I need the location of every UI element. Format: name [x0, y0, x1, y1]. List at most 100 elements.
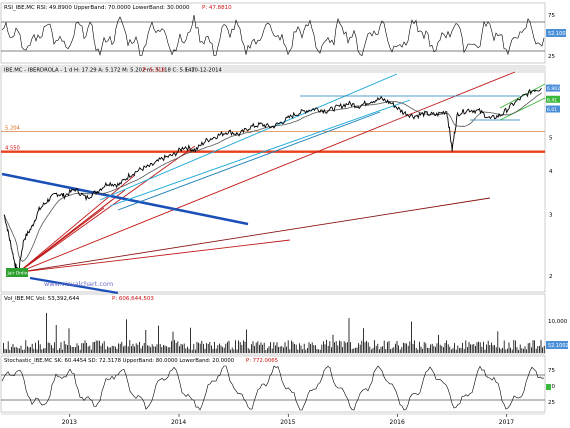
volume-bar [537, 346, 539, 353]
volume-bar [287, 340, 289, 353]
volume-bar [99, 340, 100, 353]
volume-bar [425, 343, 427, 353]
volume-bar [521, 348, 523, 353]
stochastic-marker [546, 384, 551, 390]
volume-bar [281, 346, 283, 353]
volume-bar [487, 340, 489, 353]
volume-bar [523, 348, 524, 353]
volume-bar [353, 348, 355, 353]
volume-bar [219, 343, 220, 353]
volume-bar [54, 342, 55, 353]
volume-bar [409, 341, 411, 353]
volume-bar [163, 345, 164, 353]
volume-bar [231, 347, 233, 353]
volume-bar [137, 344, 139, 353]
volume-bar [463, 348, 465, 353]
volume-bar [311, 342, 313, 353]
volume-bar [411, 321, 412, 353]
rsi-tick-75: 75 [548, 13, 555, 19]
volume-bar [217, 345, 219, 353]
volume-bar [393, 347, 395, 353]
volume-bar [251, 344, 252, 353]
volume-bar [407, 345, 409, 353]
volume-bar [510, 347, 511, 353]
annotation-text: Jair Ordinaria [7, 271, 37, 277]
volume-price-tag-label: 52.1002 [548, 343, 569, 349]
volume-bar [535, 348, 537, 353]
volume-bar [174, 340, 175, 353]
volume-bar [185, 348, 187, 353]
level-label-4550: 4.550 [5, 146, 20, 152]
volume-bar [116, 348, 118, 353]
price-tick-label: 5 [549, 135, 553, 141]
volume-bar [491, 342, 492, 353]
volume-bar [455, 349, 457, 353]
volume-bar [124, 345, 126, 353]
volume-bar [44, 348, 46, 353]
volume-bar [267, 348, 268, 353]
volume-bar [447, 344, 449, 353]
volume-bar [260, 342, 262, 353]
volume-bar [451, 349, 452, 353]
volume-bar [95, 340, 97, 353]
x-tick-label: 2013 [62, 419, 77, 426]
volume-bar [153, 346, 155, 353]
fan-line-2 [18, 174, 136, 273]
volume-bar [291, 340, 292, 353]
volume-bar [22, 349, 23, 353]
volume-bar [278, 347, 279, 353]
volume-bar [201, 340, 203, 353]
volume-bar [430, 344, 431, 353]
volume-bar [351, 349, 353, 353]
volume-bar [6, 349, 7, 353]
volume-bar [363, 328, 364, 353]
channel-top-line [99, 73, 398, 201]
volume-bar [273, 342, 275, 353]
volume-bar [435, 346, 436, 353]
volume-bar [91, 349, 92, 353]
volume-bar [255, 342, 257, 353]
volume-bar [129, 340, 131, 353]
volume-bar [428, 347, 430, 353]
x-tick-label: 2014 [171, 419, 186, 426]
price-tag-label: 6.41 [547, 97, 557, 103]
volume-bar [326, 339, 327, 353]
volume-bar [467, 347, 468, 353]
volume-bar [355, 347, 356, 353]
volume-bar [222, 346, 223, 353]
volume-bar [316, 349, 318, 353]
volume-bar [198, 342, 199, 353]
volume-bar [196, 341, 198, 353]
volume-bar [438, 334, 439, 353]
price-tag [546, 84, 560, 92]
volume-bar [207, 344, 209, 353]
volume-bar [193, 344, 195, 353]
volume-bar [159, 344, 161, 353]
volume-bar [347, 342, 348, 353]
x-axis: 2013 2014 2015 2016 2017 [1, 413, 545, 426]
volume-bar [60, 342, 62, 353]
volume-bar [180, 344, 182, 353]
volume-bar [67, 345, 68, 353]
volume-bar [199, 343, 201, 353]
volume-bar [14, 347, 15, 353]
volume-bar [102, 343, 103, 353]
volume-bar [468, 342, 470, 353]
volume-bar [412, 343, 414, 353]
volume-bar [115, 346, 116, 353]
volume-bar [339, 340, 340, 353]
volume-bar [441, 345, 443, 353]
volume-bar [279, 346, 281, 353]
volume-bar [169, 347, 171, 353]
volume-bar [343, 341, 345, 353]
volume-bar [470, 344, 471, 353]
volume-bars [3, 313, 545, 353]
volume-header: Vol_IBE.MC Vol: 53,392,644 [4, 296, 80, 302]
volume-bar [23, 349, 25, 353]
volume-bar [3, 343, 4, 353]
rsi-price-tag-label: 52.1002 [548, 31, 569, 37]
volume-bar [377, 343, 379, 353]
volume-bar [406, 343, 407, 353]
volume-bar [238, 340, 239, 353]
volume-bar [289, 349, 291, 353]
